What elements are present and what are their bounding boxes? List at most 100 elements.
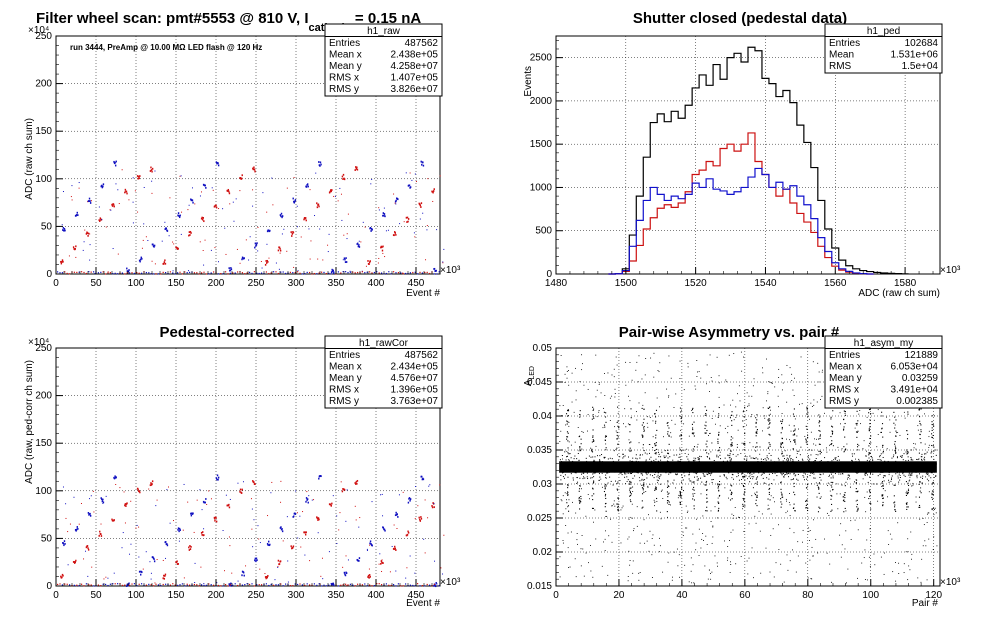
data-point xyxy=(882,436,884,438)
data-point xyxy=(692,459,694,461)
data-point xyxy=(364,583,366,585)
data-point xyxy=(611,374,613,376)
data-point xyxy=(668,501,670,503)
data-point xyxy=(666,388,668,390)
data-point xyxy=(737,429,739,431)
data-point xyxy=(658,551,660,553)
data-point xyxy=(899,455,901,457)
data-point xyxy=(208,583,210,585)
data-point xyxy=(679,576,680,578)
data-point xyxy=(743,475,745,477)
data-point xyxy=(216,474,219,477)
data-point xyxy=(668,443,670,445)
data-point xyxy=(730,439,732,441)
data-point xyxy=(880,470,882,472)
data-point xyxy=(711,542,713,544)
data-point xyxy=(842,429,845,431)
data-point xyxy=(742,505,744,507)
data-point xyxy=(631,469,633,471)
data-point xyxy=(692,429,694,431)
data-point xyxy=(706,409,708,411)
data-point xyxy=(572,467,574,469)
data-point xyxy=(378,257,380,259)
data-point xyxy=(418,516,420,519)
data-point xyxy=(790,441,792,443)
data-point xyxy=(678,554,680,556)
data-point xyxy=(253,271,255,273)
data-point xyxy=(239,177,242,179)
data-point xyxy=(667,452,669,455)
data-point xyxy=(580,565,582,567)
data-point xyxy=(693,482,695,484)
data-point xyxy=(915,448,917,450)
data-point xyxy=(256,272,258,274)
data-point xyxy=(667,516,668,518)
data-point xyxy=(872,466,874,468)
data-point xyxy=(694,493,696,494)
data-point xyxy=(330,583,332,585)
data-point xyxy=(708,471,710,473)
data-point xyxy=(883,480,885,482)
data-point xyxy=(770,495,772,497)
data-point xyxy=(879,456,881,458)
data-point xyxy=(650,357,652,359)
data-point xyxy=(869,426,871,428)
data-point xyxy=(166,543,168,545)
data-point xyxy=(629,564,631,566)
data-point xyxy=(928,512,930,514)
data-point xyxy=(624,455,626,457)
data-point xyxy=(882,471,884,473)
data-point xyxy=(126,585,128,587)
data-point xyxy=(163,262,165,265)
data-point xyxy=(781,389,783,391)
data-point xyxy=(932,493,934,496)
data-point xyxy=(927,466,929,468)
data-point xyxy=(831,440,833,442)
data-point xyxy=(595,396,597,398)
data-point xyxy=(857,466,859,468)
data-point xyxy=(234,272,236,274)
data-point xyxy=(645,460,647,462)
data-point xyxy=(385,583,387,585)
data-point xyxy=(672,482,674,484)
data-point xyxy=(773,501,775,503)
data-point xyxy=(814,438,816,440)
data-point xyxy=(916,477,918,479)
data-point xyxy=(730,458,732,460)
data-point xyxy=(739,468,741,470)
data-point xyxy=(644,392,646,394)
data-point xyxy=(668,473,670,475)
data-point xyxy=(822,465,824,467)
data-point xyxy=(930,472,932,474)
data-point xyxy=(748,403,750,405)
data-point xyxy=(705,484,707,486)
data-point xyxy=(75,529,77,532)
data-point xyxy=(139,260,141,263)
data-point xyxy=(856,424,858,426)
data-point xyxy=(663,466,665,468)
data-point xyxy=(702,515,704,517)
data-point xyxy=(647,485,649,487)
data-point xyxy=(815,538,817,540)
data-point xyxy=(768,426,770,428)
data-point xyxy=(678,461,680,463)
data-point xyxy=(796,461,798,463)
data-point xyxy=(694,463,696,465)
data-point xyxy=(693,457,695,459)
data-point xyxy=(744,442,746,445)
data-point xyxy=(206,503,208,505)
data-point xyxy=(560,355,562,356)
data-point xyxy=(866,459,868,461)
data-point xyxy=(569,566,571,568)
data-point xyxy=(605,435,607,437)
data-point xyxy=(647,426,649,428)
data-point xyxy=(607,482,609,484)
data-point xyxy=(933,446,935,448)
x-exponent-asymmetry: ×10³ xyxy=(940,577,961,588)
data-point xyxy=(659,406,661,408)
data-point xyxy=(590,461,592,463)
data-point xyxy=(697,462,699,464)
data-point xyxy=(361,584,363,586)
data-point xyxy=(731,424,733,426)
data-point xyxy=(693,508,695,510)
